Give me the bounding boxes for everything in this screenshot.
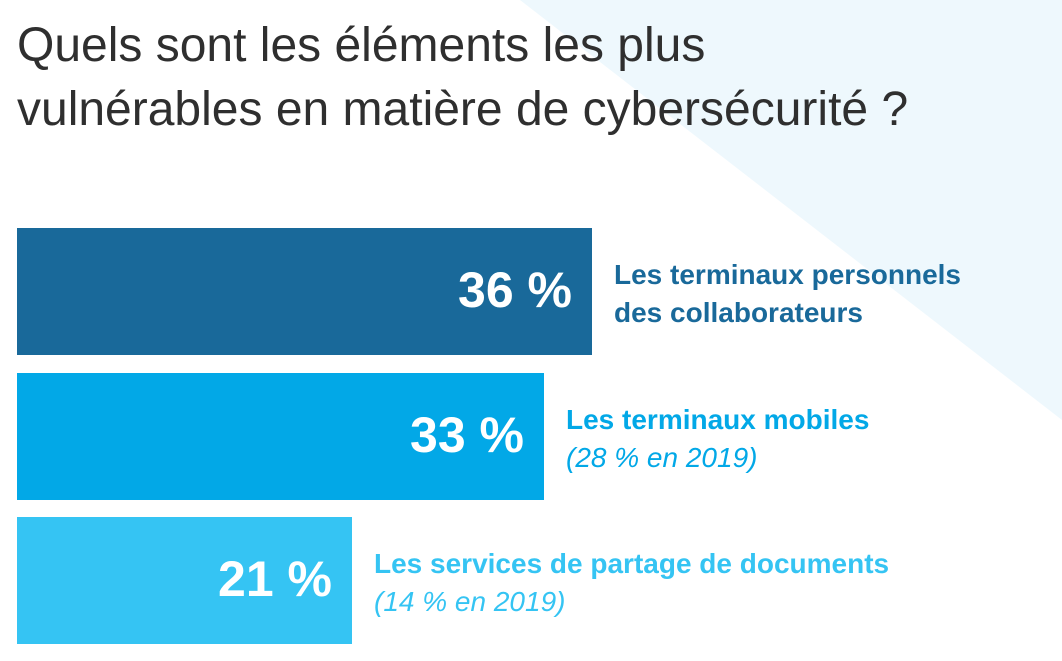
bar-value-label-3: 21 %	[218, 551, 332, 607]
background-accent-shape	[520, 0, 1062, 420]
bar-2	[17, 373, 544, 500]
chart-title-line-1: Quels sont les éléments les plus	[17, 19, 706, 72]
category-label-3: Les services de partage de documents (14 …	[374, 545, 889, 621]
bar-3	[17, 517, 352, 644]
chart-title: Quels sont les éléments les plus vulnéra…	[17, 14, 908, 142]
bar-value-label-2: 33 %	[410, 407, 524, 463]
category-label-text: Les terminaux personnels	[614, 259, 962, 290]
category-label-text: Les services de partage de documents	[374, 548, 890, 579]
bar-1	[17, 228, 592, 355]
category-label-text: des collaborateurs	[614, 297, 863, 328]
chart-title-line-2: vulnérables en matière de cybersécurité …	[17, 83, 909, 136]
category-note-2019: (28 % en 2019)	[566, 442, 758, 473]
category-note-2019: (14 % en 2019)	[374, 586, 566, 617]
category-label-text: Les terminaux mobiles	[566, 404, 870, 435]
category-label-2: Les terminaux mobiles (28 % en 2019)	[566, 401, 869, 477]
bar-value-label-1: 36 %	[458, 262, 572, 318]
category-label-1: Les terminaux personnels des collaborateu…	[614, 256, 961, 332]
